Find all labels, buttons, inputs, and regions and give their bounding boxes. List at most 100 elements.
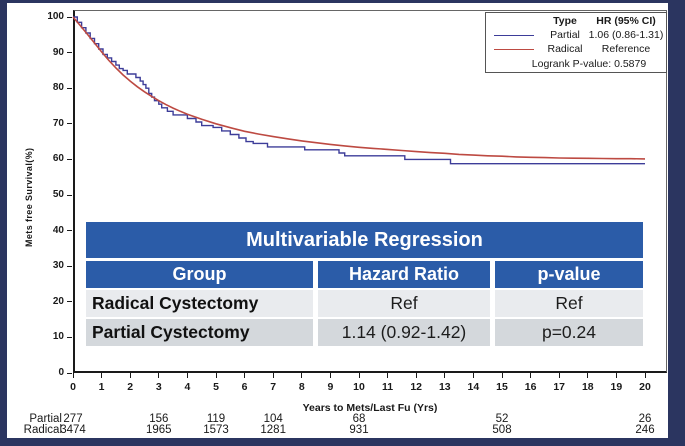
legend-radical-hr: Reference [601, 43, 651, 55]
legend-radical-label: Radical [547, 43, 583, 55]
at-risk-count: 1281 [260, 424, 286, 436]
radical-p-cell: Ref [495, 290, 643, 317]
x-tick-label: 10 [353, 381, 365, 393]
y-tick-label: 0 [58, 367, 64, 378]
at-risk-count: 52 [495, 413, 509, 425]
at-risk-count: 156 [149, 413, 169, 425]
partial-line-sample [494, 34, 534, 36]
header-p-value: p-value [495, 261, 643, 288]
x-tick-label: 11 [382, 381, 394, 393]
x-tick-label: 3 [155, 381, 162, 393]
x-tick-mark [129, 373, 131, 378]
figure-border-left [0, 0, 7, 446]
legend-row-partial: Partial 1.06 (0.86-1.31) [486, 28, 666, 42]
x-tick-label: 17 [553, 381, 566, 393]
at-risk-row-label: Partial [29, 413, 62, 425]
x-tick-label: 2 [127, 381, 134, 393]
legend-hr-header: HR (95% CI) [596, 15, 656, 27]
x-tick-mark [215, 373, 217, 378]
radical-survival-curve [72, 16, 646, 160]
partial-p-cell: p=0.24 [495, 319, 643, 346]
x-tick-mark [415, 373, 417, 378]
x-tick-mark [72, 373, 74, 378]
at-risk-count: 119 [206, 413, 226, 425]
x-tick-mark [329, 373, 331, 378]
y-tick-label: 30 [52, 260, 64, 272]
y-tick-label: 20 [52, 295, 64, 307]
x-tick-label: 9 [327, 381, 334, 393]
y-tick-label: 10 [52, 331, 64, 343]
x-tick-label: 16 [524, 381, 537, 393]
x-tick-label: 4 [184, 381, 191, 393]
partial-hr-cell: 1.14 (0.92-1.42) [318, 319, 490, 346]
at-risk-count: 1965 [146, 424, 172, 436]
x-tick-mark [444, 373, 446, 378]
x-tick-mark [472, 373, 474, 378]
x-tick-mark [101, 373, 103, 378]
partial-group-cell: Partial Cystectomy [86, 319, 313, 346]
radical-line-sample [494, 48, 534, 50]
x-tick-mark [158, 373, 160, 378]
x-tick-label: 8 [298, 381, 305, 393]
header-hazard-ratio: Hazard Ratio [318, 261, 490, 288]
y-tick-mark [67, 265, 72, 267]
x-tick-mark [501, 373, 503, 378]
x-tick-label: 18 [581, 381, 594, 393]
regression-table-title: Multivariable Regression [86, 222, 643, 258]
y-tick-mark [67, 123, 72, 125]
at-risk-count: 68 [352, 413, 366, 425]
y-tick-mark [67, 87, 72, 89]
figure-border-top [0, 0, 685, 3]
legend-header-row: Type HR (95% CI) [486, 14, 666, 28]
x-tick-label: 14 [467, 381, 480, 393]
y-tick-mark [67, 194, 72, 196]
x-axis-title: Years to Mets/Last Fu (Yrs) [302, 402, 438, 414]
y-tick-mark [67, 301, 72, 303]
x-tick-mark [272, 373, 274, 378]
header-group: Group [86, 261, 313, 288]
x-tick-label: 7 [270, 381, 277, 393]
x-tick-label: 13 [438, 381, 451, 393]
y-tick-label: 40 [52, 224, 64, 236]
at-risk-count: 3474 [60, 424, 86, 436]
x-tick-label: 0 [70, 381, 76, 393]
x-tick-mark [358, 373, 360, 378]
x-tick-mark [301, 373, 303, 378]
x-tick-label: 1 [98, 381, 105, 393]
x-tick-label: 15 [496, 381, 508, 393]
y-tick-label: 60 [52, 153, 64, 165]
y-tick-mark [67, 158, 72, 160]
x-tick-mark [644, 373, 646, 378]
at-risk-row-label: Radical [23, 424, 62, 436]
x-tick-label: 5 [213, 381, 219, 393]
at-risk-count: 508 [492, 424, 512, 436]
y-tick-label: 90 [52, 46, 64, 58]
at-risk-count: 104 [263, 413, 283, 425]
at-risk-count: 1573 [203, 424, 229, 436]
y-tick-label: 100 [47, 11, 64, 22]
legend-partial-hr: 1.06 (0.86-1.31) [588, 29, 664, 41]
x-tick-label: 19 [610, 381, 623, 393]
y-tick-mark [67, 230, 72, 232]
x-tick-mark [530, 373, 532, 378]
figure-border-bottom [0, 438, 685, 446]
x-tick-mark [244, 373, 246, 378]
at-risk-count: 26 [638, 413, 652, 425]
x-tick-mark [558, 373, 560, 378]
figure-border-right [668, 0, 685, 446]
at-risk-count: 277 [63, 413, 83, 425]
y-tick-mark [67, 52, 72, 54]
y-tick-label: 70 [52, 117, 64, 129]
x-tick-mark [587, 373, 589, 378]
radical-hr-cell: Ref [318, 290, 490, 317]
x-tick-mark [186, 373, 188, 378]
legend-row-radical: Radical Reference [486, 42, 666, 56]
legend-box: Type HR (95% CI) Partial 1.06 (0.86-1.31… [485, 12, 667, 73]
table-row-radical: Radical Cystectomy Ref Ref [86, 290, 643, 317]
at-risk-count: 931 [349, 424, 369, 436]
x-tick-mark [615, 373, 617, 378]
legend-partial-label: Partial [550, 29, 580, 41]
table-row-partial: Partial Cystectomy 1.14 (0.92-1.42) p=0.… [86, 319, 643, 346]
y-tick-mark [67, 16, 72, 18]
